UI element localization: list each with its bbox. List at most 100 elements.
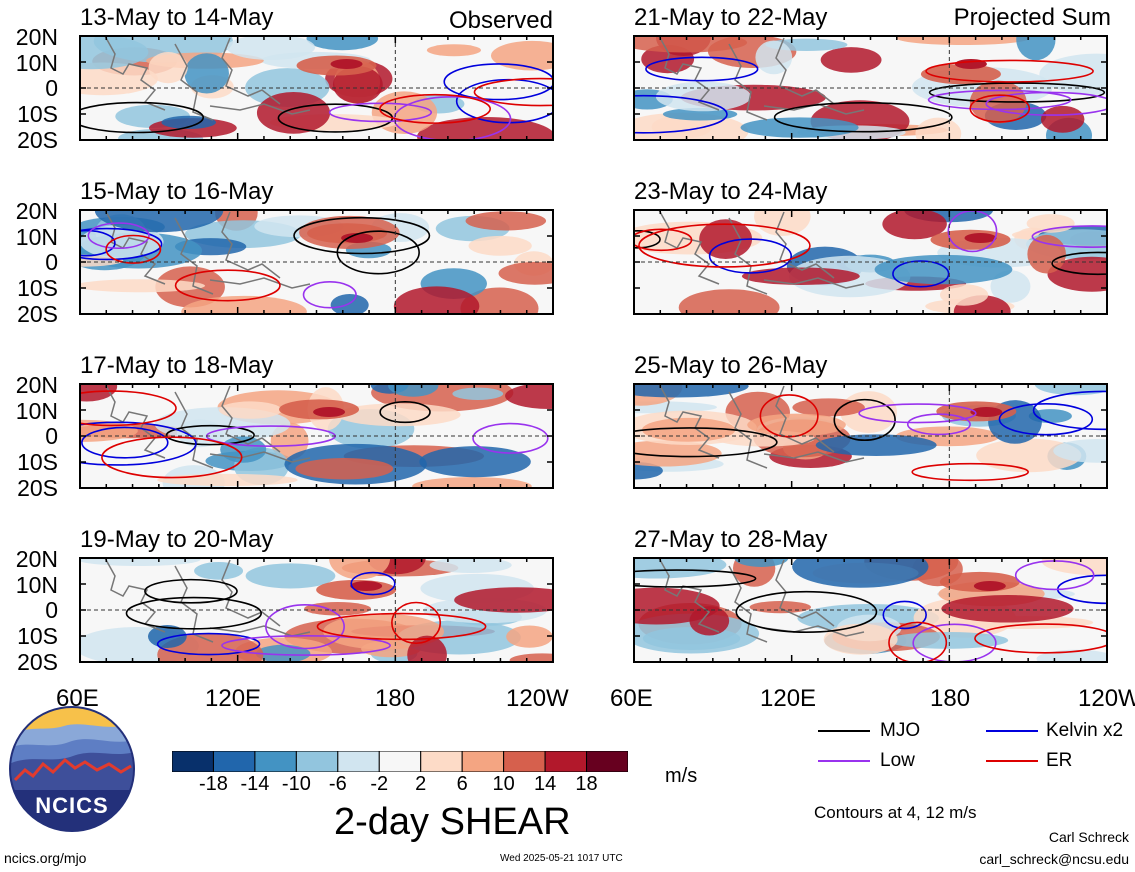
shear-blob <box>306 36 379 51</box>
shear-blob <box>634 462 663 480</box>
lon-label-left-180: 180 <box>375 685 416 712</box>
contour-line <box>927 89 1072 111</box>
shear-blob <box>1027 234 1066 274</box>
contour-line <box>928 82 1106 103</box>
shear-blob <box>734 558 789 567</box>
shear-core <box>973 581 1006 591</box>
colorbar-swatch <box>172 751 214 772</box>
shear-blob <box>465 211 547 231</box>
map-panel <box>633 557 1108 663</box>
shear-blob <box>330 294 369 314</box>
contour-line <box>1031 225 1107 248</box>
colorbar-tick-label: -10 <box>281 773 311 795</box>
shear-blob <box>506 625 553 648</box>
contour-line <box>634 569 757 588</box>
shear-blob <box>732 558 776 587</box>
footer-url: ncics.org/mjo <box>4 850 87 866</box>
shear-blob <box>678 289 780 314</box>
shear-core <box>330 59 363 69</box>
legend-line-kelvin <box>986 730 1038 732</box>
colorbar-swatch <box>254 751 297 772</box>
shear-blob <box>915 117 962 140</box>
colorbar <box>172 751 628 772</box>
ncics-logo: NCICS <box>9 706 135 832</box>
legend-line-low <box>818 760 870 762</box>
contour-line <box>144 578 238 604</box>
contour-line <box>634 228 693 252</box>
lat-label: 20S <box>17 649 58 675</box>
shear-blob <box>1040 105 1085 133</box>
contour-line <box>174 269 281 302</box>
shear-blob <box>662 107 738 121</box>
lon-label-right-120w: 120W <box>1078 685 1135 712</box>
contour-line <box>472 422 549 454</box>
lon-label-right-60e: 60E <box>610 685 653 712</box>
contour-line <box>443 63 553 101</box>
shear-core <box>350 581 383 591</box>
shear-blob <box>329 558 391 580</box>
lat-label: 20S <box>17 127 58 153</box>
lat-label: 10S <box>17 449 58 475</box>
contour-line <box>708 238 793 274</box>
colorbar-tick-label: 14 <box>533 773 557 795</box>
shear-blob <box>226 36 316 60</box>
lat-label: 10N <box>15 224 58 250</box>
shear-blob <box>255 644 311 662</box>
map-panel <box>79 383 554 489</box>
panel-title-2: 15-May to 16-May <box>80 178 274 205</box>
legend-label-er: ER <box>1046 750 1073 771</box>
contour-line <box>265 604 345 650</box>
colorbar-tick-label: 18 <box>575 773 598 795</box>
contour-line <box>892 260 950 288</box>
contour-line <box>735 590 878 633</box>
shear-blob <box>388 384 439 397</box>
shear-blob <box>1053 439 1107 463</box>
shear-blob <box>990 270 1031 303</box>
shear-core <box>920 64 1001 85</box>
shear-core <box>313 407 346 417</box>
contour-line <box>80 227 163 261</box>
shear-blob <box>815 434 937 456</box>
contour-line <box>882 600 927 630</box>
shear-blob <box>94 210 224 233</box>
shear-blob <box>505 384 553 409</box>
shear-blob <box>634 384 749 398</box>
lat-label: 20N <box>15 546 58 572</box>
panel-title-1: 13-May to 14-May <box>80 4 274 31</box>
coastline <box>658 558 865 643</box>
shear-blob <box>820 47 882 73</box>
shear-blob <box>642 627 741 650</box>
map-panel <box>633 383 1108 489</box>
shear-blob <box>393 286 480 314</box>
shear-blob <box>976 438 1082 473</box>
shear-blob <box>245 563 336 589</box>
colorbar-tick-label: 6 <box>456 773 468 795</box>
contour-line <box>645 56 759 82</box>
lat-label: 20S <box>17 475 58 501</box>
shear-blob <box>412 477 532 488</box>
shear-blob <box>184 53 229 94</box>
shear-blob <box>220 436 267 463</box>
lat-label: 0 <box>45 249 58 275</box>
lat-label: 0 <box>45 423 58 449</box>
shear-blob <box>80 279 205 293</box>
shear-blob <box>755 40 793 75</box>
lon-label-right-120e: 120E <box>760 685 817 712</box>
map-panel <box>633 35 1108 141</box>
contour-line <box>87 222 150 250</box>
shear-blob <box>754 210 811 236</box>
contour-line <box>634 94 728 134</box>
shear-blob <box>1047 256 1107 292</box>
colorbar-tick-label: -14 <box>240 773 270 795</box>
shear-blob <box>509 653 553 662</box>
shear-blob <box>1026 214 1075 233</box>
shear-blob <box>426 44 481 57</box>
legend-label-kelvin: Kelvin x2 <box>1046 720 1124 741</box>
map-panels <box>79 35 1108 663</box>
contour-line <box>80 390 177 427</box>
shear-blob <box>157 473 298 486</box>
panel-title-4: 19-May to 20-May <box>80 526 274 553</box>
lon-label-left-120e: 120E <box>205 685 262 712</box>
lat-label: 10S <box>17 101 58 127</box>
shear-blob <box>634 440 722 467</box>
